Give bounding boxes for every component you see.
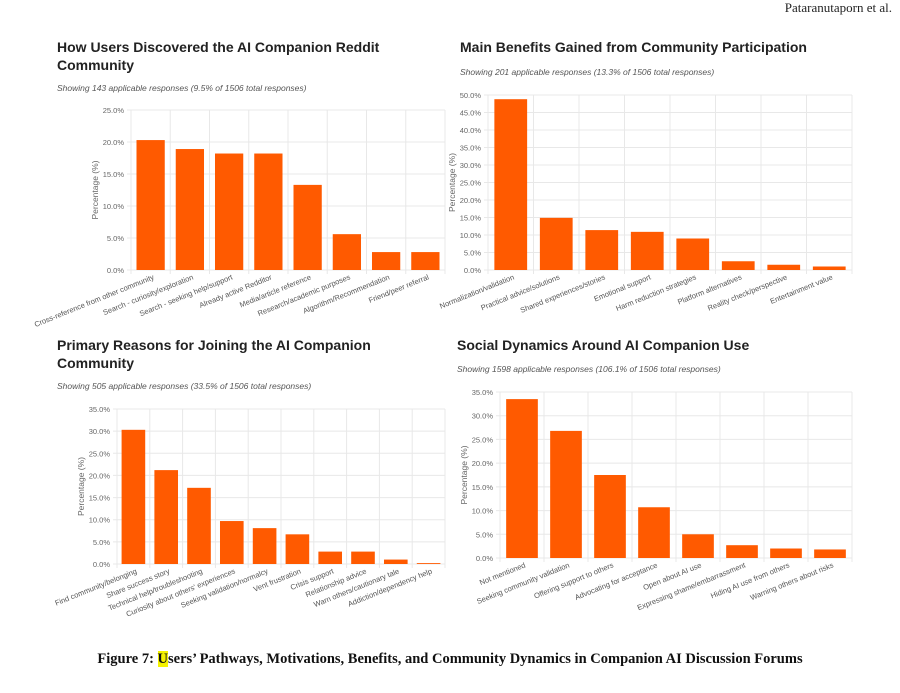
bar	[219, 521, 244, 564]
bar	[332, 234, 362, 270]
y-tick-label: 35.0%	[460, 144, 482, 153]
bar	[416, 563, 441, 564]
y-tick-label: 10.0%	[472, 507, 494, 516]
bar-chart: 0.0% 5.0% 10.0% 15.0% 20.0% 25.0% 30.0% 35.0% 40…	[438, 91, 853, 315]
y-tick-label: 20.0%	[472, 459, 494, 468]
bar	[285, 534, 310, 564]
chart-title: How Users Discovered the AI Companion Re…	[57, 39, 380, 73]
chart-subtitle: Showing 1598 applicable responses (106.1…	[457, 364, 721, 374]
caption-label: Figure 7:	[97, 651, 154, 667]
bar-chart: 0.0% 5.0% 10.0% 15.0% 20.0% 25.0% 30.0% 35.0% Pe…	[459, 388, 853, 612]
y-tick-label: 50.0%	[460, 91, 482, 100]
bar	[383, 559, 408, 564]
y-tick-label: 20.0%	[103, 138, 125, 147]
bar	[154, 470, 179, 564]
chart-subtitle: Showing 143 applicable responses (9.5% o…	[57, 83, 307, 93]
bar	[121, 429, 146, 564]
y-tick-label: 45.0%	[460, 109, 482, 118]
running-head: Pataranutaporn et al.	[784, 0, 892, 15]
bar	[293, 184, 322, 270]
y-tick-label: 0.0%	[93, 560, 110, 569]
caption-text: sers’ Pathways, Motivations, Benefits, a…	[168, 651, 803, 667]
bar	[767, 264, 801, 270]
y-tick-label: 10.0%	[103, 202, 125, 211]
y-tick-label: 15.0%	[103, 170, 125, 179]
bar	[585, 230, 619, 270]
bar	[770, 548, 802, 558]
x-tick-label: Normalization/validation	[438, 273, 515, 311]
bar	[318, 551, 343, 564]
y-tick-label: 15.0%	[89, 494, 111, 503]
x-tick-label: Warning others about risks	[749, 560, 835, 602]
bar	[676, 238, 710, 270]
bar	[494, 99, 528, 270]
chart-title: Social Dynamics Around AI Companion Use	[457, 337, 750, 353]
caption-highlight: U	[157, 651, 169, 667]
chart-panel-reasons: Primary Reasons for Joining the AI Compa…	[0, 330, 450, 640]
y-tick-label: 0.0%	[464, 266, 481, 275]
bar	[254, 153, 283, 270]
bar	[721, 261, 755, 270]
bar	[371, 252, 401, 270]
bar	[252, 528, 277, 564]
y-tick-label: 25.0%	[460, 179, 482, 188]
y-tick-label: 5.0%	[476, 530, 493, 539]
bar	[682, 534, 714, 558]
bar	[411, 252, 440, 270]
y-tick-label: 15.0%	[460, 214, 482, 223]
bar	[638, 507, 670, 558]
x-tick-label: Reality check/perspective	[706, 273, 788, 313]
x-tick-label: Harm reduction strategies	[615, 272, 698, 313]
y-tick-label: 20.0%	[89, 471, 111, 480]
chart-subtitle: Showing 505 applicable responses (33.5% …	[57, 381, 312, 391]
bar	[814, 549, 846, 558]
bar	[812, 266, 846, 270]
bar	[506, 399, 538, 558]
bar	[550, 430, 582, 558]
bar	[594, 475, 626, 558]
y-tick-label: 30.0%	[472, 412, 494, 421]
bar	[136, 140, 165, 270]
y-tick-label: 10.0%	[460, 231, 482, 240]
y-tick-label: 5.0%	[464, 249, 481, 258]
bar	[351, 551, 375, 564]
y-tick-label: 5.0%	[93, 538, 110, 547]
bar	[539, 217, 573, 270]
chart-title: Main Benefits Gained from Community Part…	[460, 39, 807, 55]
bar	[214, 153, 244, 270]
x-tick-label: Shared experiences/stories	[519, 272, 607, 314]
y-tick-label: 40.0%	[460, 126, 482, 135]
y-axis-label: Percentage (%)	[447, 153, 457, 212]
y-tick-label: 20.0%	[460, 196, 482, 205]
y-tick-label: 0.0%	[476, 554, 493, 563]
y-tick-label: 30.0%	[89, 427, 111, 436]
y-tick-label: 25.0%	[89, 449, 111, 458]
y-tick-label: 10.0%	[89, 516, 111, 525]
y-tick-label: 25.0%	[103, 106, 125, 115]
y-tick-label: 35.0%	[89, 405, 111, 414]
y-tick-label: 35.0%	[472, 388, 494, 397]
y-tick-label: 0.0%	[107, 266, 124, 275]
y-tick-label: 25.0%	[472, 435, 494, 444]
bar	[175, 149, 205, 270]
bar-chart: 0.0% 5.0% 10.0% 15.0% 20.0% 25.0% 30.0% 35.0% Pe…	[54, 405, 446, 619]
bar-chart: 0.0% 5.0% 10.0% 15.0% 20.0% 25.0% Percentage (…	[33, 106, 446, 329]
y-axis-label: Percentage (%)	[76, 457, 86, 516]
bar	[630, 231, 664, 270]
bar	[726, 545, 758, 558]
chart-title: Primary Reasons for Joining the AI Compa…	[57, 337, 371, 371]
y-tick-label: 15.0%	[472, 483, 494, 492]
y-tick-label: 5.0%	[107, 234, 124, 243]
y-tick-label: 30.0%	[460, 161, 482, 170]
figure-caption: Figure 7: Users’ Pathways, Motivations, …	[0, 651, 900, 668]
y-axis-label: Percentage (%)	[459, 445, 469, 504]
y-axis-label: Percentage (%)	[90, 160, 100, 219]
chart-panel-discovery: How Users Discovered the AI Companion Re…	[0, 0, 450, 330]
chart-panel-social: Social Dynamics Around AI Companion Use …	[450, 330, 900, 640]
bar	[187, 487, 211, 564]
chart-panel-benefits: Main Benefits Gained from Community Part…	[438, 20, 900, 330]
chart-subtitle: Showing 201 applicable responses (13.3% …	[460, 67, 715, 77]
